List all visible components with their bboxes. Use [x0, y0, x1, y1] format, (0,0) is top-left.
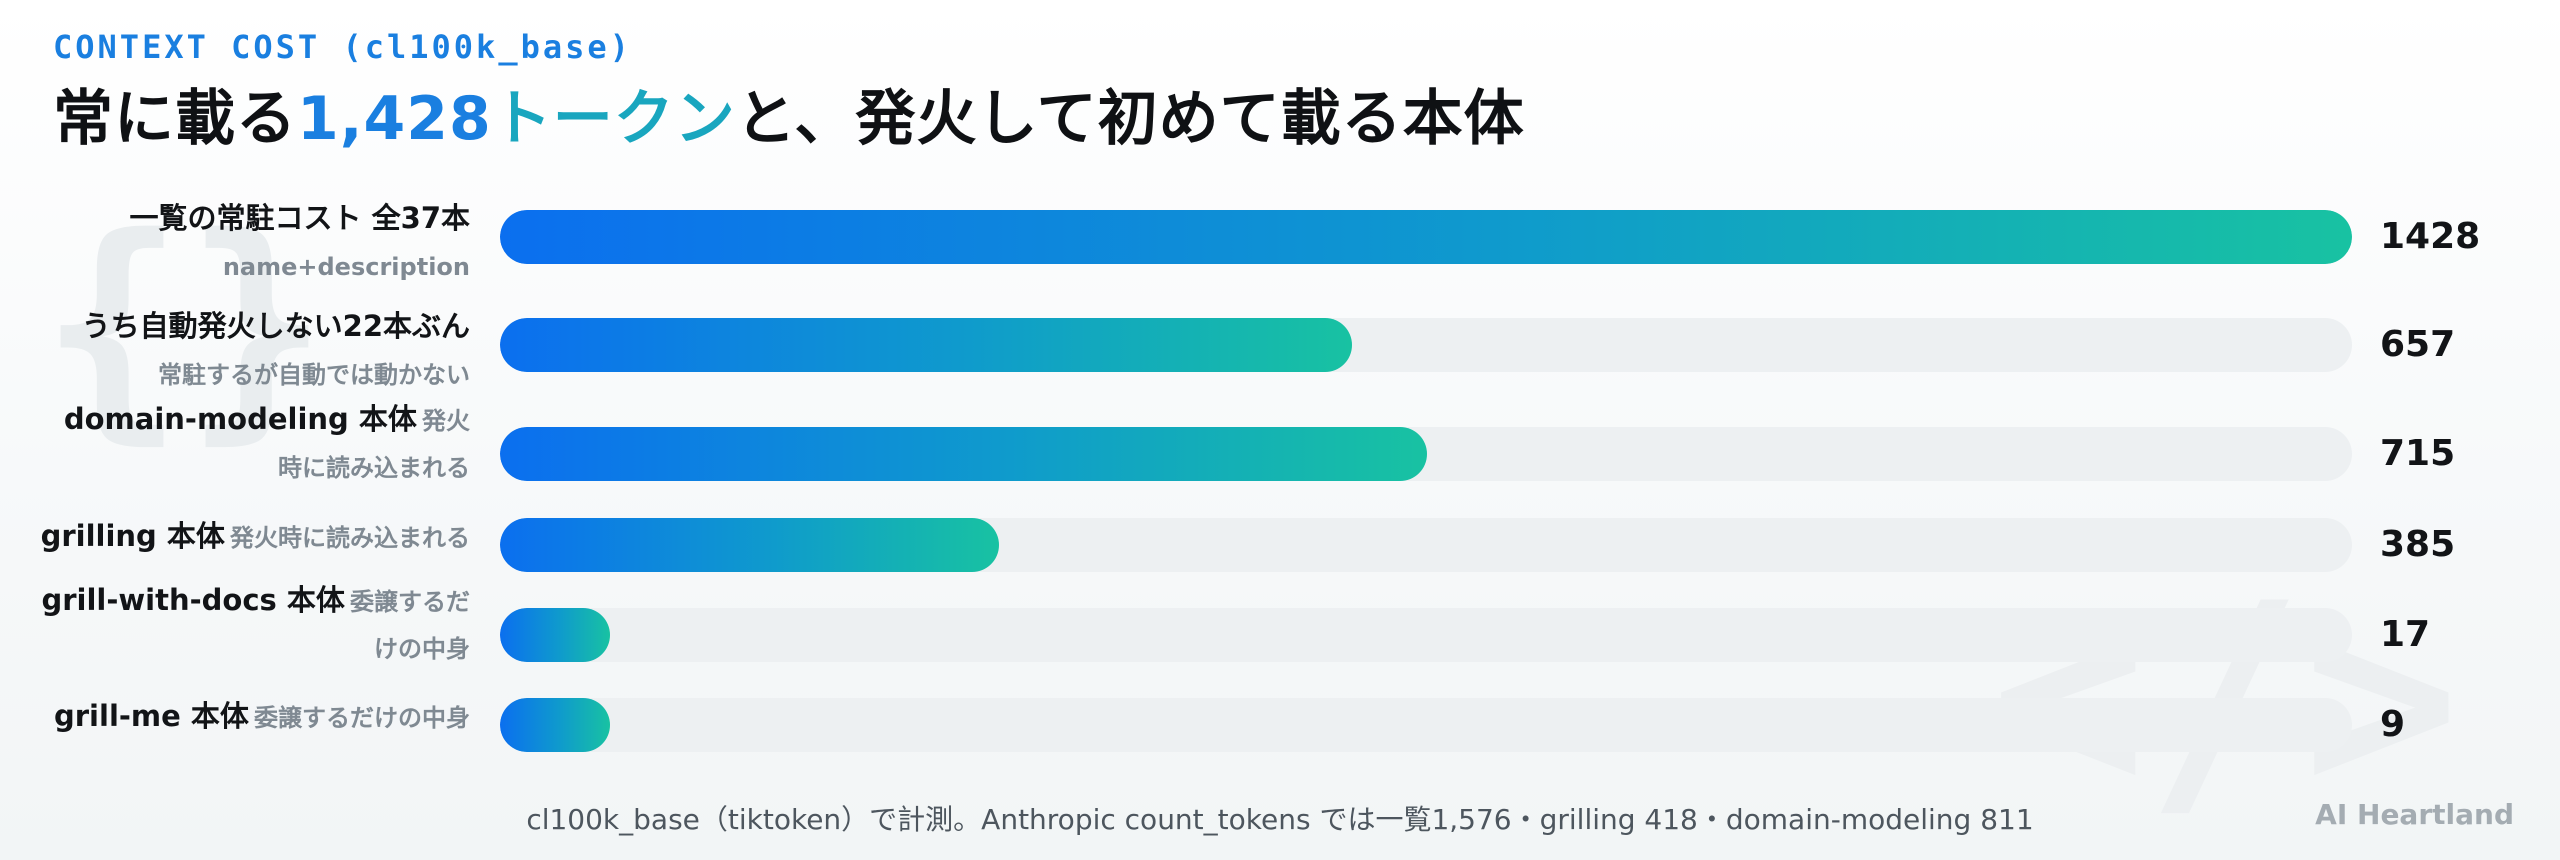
bar-label-sub: 発火時に読み込まれる: [278, 407, 470, 482]
bar-track: [500, 210, 2352, 264]
bar-row: 一覧の常駐コスト 全37本 name+description 1428: [0, 201, 2560, 281]
bar-label: grill-me 本体 委譲するだけの中身: [40, 694, 470, 743]
bar-row: grill-with-docs 本体 委譲するだけの中身 17: [0, 583, 2560, 663]
bar: [500, 318, 1353, 372]
bar-label-main: grill-with-docs 本体: [41, 583, 345, 617]
bar-track: [500, 318, 2352, 372]
bar-value-label: 17: [2380, 614, 2431, 655]
bar-label-sub: 委譲するだけの中身: [254, 704, 470, 732]
bar-label: grilling 本体 発火時に読み込まれる: [40, 514, 470, 563]
eyebrow-label: CONTEXT COST (cl100k_base): [53, 28, 632, 66]
bar-row: grill-me 本体 委譲するだけの中身 9: [0, 698, 2560, 752]
headline-prefix: 常に載る: [53, 84, 297, 154]
headline-keyword: トークン: [491, 84, 736, 154]
page-title: 常に載る1,428トークンと、発火して初めて載る本体: [53, 70, 1525, 157]
bar-track: [500, 427, 2352, 481]
headline-number: 1,428: [297, 84, 492, 154]
bar-label: 一覧の常駐コスト 全37本 name+description: [40, 196, 470, 292]
bar: [500, 698, 610, 752]
bar: [500, 608, 610, 662]
bar-value-label: 1428: [2380, 216, 2481, 257]
bar-track: [500, 608, 2352, 662]
bar-label: domain-modeling 本体 発火時に読み込まれる: [40, 397, 470, 493]
bar-label-sub: 委譲するだけの中身: [350, 588, 470, 663]
bar-label-main: 一覧の常駐コスト 全37本: [129, 201, 470, 235]
bar-value-label: 9: [2380, 704, 2406, 745]
bar: [500, 518, 1000, 572]
bar-label-main: domain-modeling 本体: [63, 402, 417, 436]
bar-label-main: grilling 本体: [40, 519, 225, 553]
bar-label-sub: 常駐するが自動では動かない: [158, 361, 470, 389]
bar: [500, 427, 1428, 481]
brace-decoration-icon: {}: [40, 185, 329, 465]
bar-label-sub: name+description: [222, 253, 470, 281]
headline-suffix: と、発火して初めて載る本体: [735, 84, 1525, 154]
bar-label-sub: 発火時に読み込まれる: [230, 524, 470, 552]
bar-label: grill-with-docs 本体 委譲するだけの中身: [40, 578, 470, 674]
bar-row: うち自動発火しない22本ぶん常駐するが自動では動かない 657: [0, 309, 2560, 389]
bar-track: [500, 698, 2352, 752]
footer-note: cl100k_base（tiktoken）で計測。Anthropic count…: [526, 803, 2034, 836]
bar-value-label: 385: [2380, 524, 2456, 565]
bar-value-label: 657: [2380, 324, 2456, 365]
bar-track: [500, 518, 2352, 572]
bar-value-label: 715: [2380, 433, 2456, 474]
brand-logo: AI Heartland: [2315, 798, 2514, 831]
bar-row: domain-modeling 本体 発火時に読み込まれる 715: [0, 402, 2560, 482]
bar-label-main: うち自動発火しない22本ぶん: [81, 309, 470, 343]
bar-row: grilling 本体 発火時に読み込まれる 385: [0, 518, 2560, 572]
bar-label: うち自動発火しない22本ぶん常駐するが自動では動かない: [40, 304, 470, 400]
bar: [500, 210, 2352, 264]
bar-label-main: grill-me 本体: [54, 699, 249, 733]
